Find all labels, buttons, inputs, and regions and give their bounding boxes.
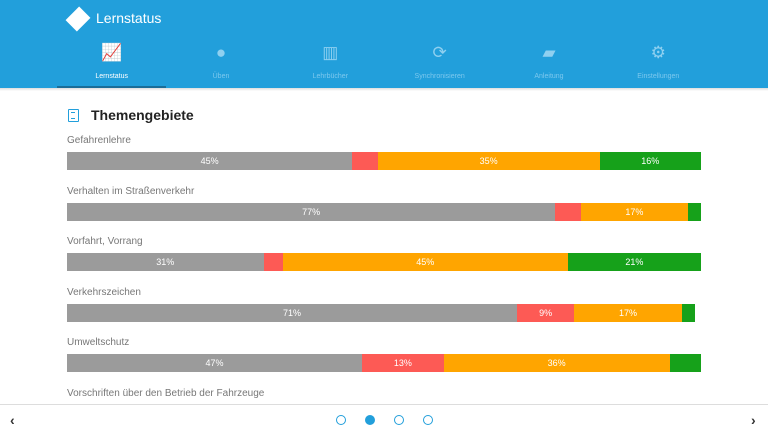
tab-anleitung[interactable]: ▰ Anleitung bbox=[494, 40, 603, 86]
logo-diamond-icon bbox=[65, 6, 91, 32]
tab-label: Anleitung bbox=[534, 73, 564, 80]
sync-icon: ⟳ bbox=[432, 43, 447, 62]
segment-red bbox=[352, 152, 378, 170]
gear-icon: ⚙ bbox=[650, 43, 666, 62]
header-shadow bbox=[0, 88, 768, 91]
page-dot[interactable] bbox=[423, 415, 433, 425]
main-content[interactable]: Themengebiete Gefahrenlehre 45% 35% 16% Verh… bbox=[0, 91, 768, 404]
section-title: Themengebiete bbox=[91, 107, 194, 123]
pager: ‹ › bbox=[0, 404, 768, 437]
topic-row[interactable]: Verhalten im Straßenverkehr 77% 17% bbox=[67, 186, 701, 221]
segment-gray: 31% bbox=[67, 253, 264, 271]
segment-gray: 45% bbox=[67, 152, 353, 170]
progress-bar: 45% 35% 16% bbox=[67, 152, 701, 170]
tab-synchronisieren[interactable]: ⟳ Synchronisieren bbox=[385, 40, 494, 86]
chart-line-icon: 📈 bbox=[101, 43, 123, 62]
topic-row[interactable]: Vorfahrt, Vorrang 31% 45% 21% bbox=[67, 236, 701, 271]
segment-orange: 17% bbox=[580, 202, 689, 221]
page-dot[interactable] bbox=[336, 415, 346, 425]
topic-name: Verhalten im Straßenverkehr bbox=[67, 185, 195, 197]
segment-orange: 35% bbox=[377, 152, 600, 170]
topic-name: Vorschriften über den Betrieb der Fahrze… bbox=[67, 387, 265, 399]
topic-name: Umweltschutz bbox=[67, 337, 130, 348]
tab-label: Synchronisieren bbox=[414, 73, 465, 80]
book-open-icon: ▥ bbox=[322, 43, 339, 62]
topic-name: Verkehrszeichen bbox=[67, 286, 141, 298]
tab-label: Einstellungen bbox=[637, 73, 680, 80]
progress-bar: 71% 9% 17% bbox=[67, 303, 701, 322]
tab-üben[interactable]: ● Üben bbox=[166, 40, 275, 86]
segment-gray: 77% bbox=[67, 202, 556, 221]
prev-arrow-icon[interactable]: ‹ bbox=[10, 412, 15, 428]
next-arrow-icon[interactable]: › bbox=[751, 412, 756, 428]
segment-red: 13% bbox=[362, 354, 444, 372]
topic-row[interactable]: Verkehrszeichen 71% 9% 17% bbox=[67, 287, 701, 322]
segment-red bbox=[555, 202, 581, 221]
app-header: Lernstatus 📈 Lernstatus ● Üben ▥ Lehrbücher ⟳ S… bbox=[0, 0, 768, 88]
segment-green: 16% bbox=[599, 152, 701, 170]
segment-gray: 47% bbox=[67, 354, 363, 372]
segment-gray: 71% bbox=[67, 303, 518, 322]
segment-orange: 36% bbox=[443, 354, 670, 372]
segment-red bbox=[263, 253, 283, 271]
list-icon bbox=[68, 109, 79, 122]
progress-bar: 77% 17% bbox=[67, 202, 701, 221]
topic-row[interactable]: Gefahrenlehre 45% 35% 16% bbox=[67, 135, 701, 170]
segment-green: 21% bbox=[567, 253, 701, 271]
segment-green bbox=[688, 202, 701, 221]
app-title: Lernstatus bbox=[96, 10, 162, 26]
page-dot[interactable] bbox=[365, 415, 375, 425]
segment-green bbox=[669, 354, 701, 372]
book-icon: ▰ bbox=[542, 43, 556, 62]
tab-label: Lehrbücher bbox=[312, 73, 349, 80]
segment-orange: 45% bbox=[282, 253, 568, 271]
tab-label: Lernstatus bbox=[95, 73, 128, 80]
page-dot[interactable] bbox=[394, 415, 404, 425]
topic-name: Gefahrenlehre bbox=[67, 135, 131, 146]
segment-green bbox=[681, 303, 695, 322]
tab-lernstatus[interactable]: 📈 Lernstatus bbox=[57, 40, 167, 88]
nav-tabs: 📈 Lernstatus ● Üben ▥ Lehrbücher ⟳ Synchronisie… bbox=[57, 40, 713, 88]
segment-red: 9% bbox=[517, 303, 575, 322]
topic-row[interactable]: Umweltschutz 47% 13% 36% bbox=[67, 337, 701, 372]
tab-einstellungen[interactable]: ⚙ Einstellungen bbox=[604, 40, 713, 86]
tab-lehrbücher[interactable]: ▥ Lehrbücher bbox=[276, 40, 385, 86]
tab-label: Üben bbox=[212, 73, 230, 80]
progress-bar: 31% 45% 21% bbox=[67, 253, 701, 271]
topic-name: Vorfahrt, Vorrang bbox=[67, 236, 143, 247]
topic-row[interactable]: Vorschriften über den Betrieb der Fahrze… bbox=[67, 388, 701, 405]
segment-orange: 17% bbox=[574, 303, 682, 322]
progress-bar: 47% 13% 36% bbox=[67, 354, 701, 372]
user-webcam-icon: ● bbox=[215, 43, 227, 62]
